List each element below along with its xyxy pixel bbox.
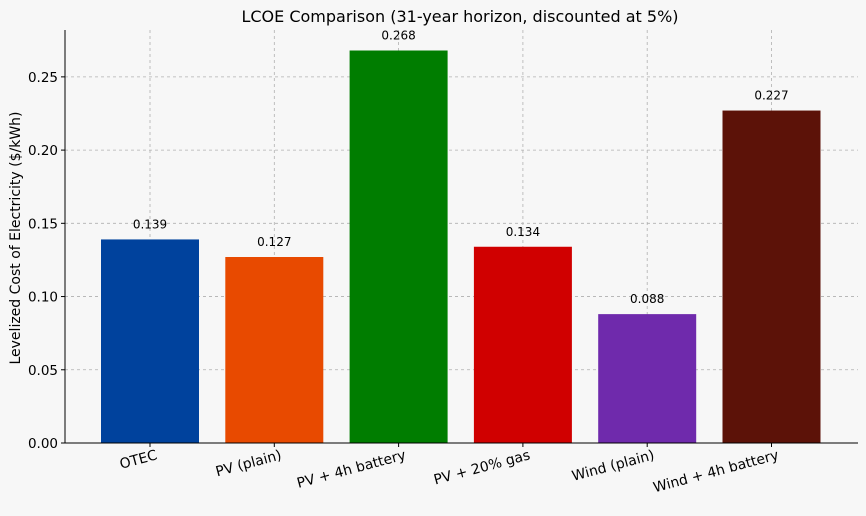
x-tick-labels: OTEC PV (plain) PV + 4h battery PV + 20% ga… bbox=[118, 447, 781, 496]
data-label: 0.127 bbox=[257, 235, 291, 249]
x-tick-label: PV (plain) bbox=[214, 447, 283, 480]
x-tick-label: Wind + 4h battery bbox=[652, 447, 781, 496]
bar-wind-4h-battery bbox=[722, 110, 821, 443]
y-tick-label: 0.10 bbox=[28, 290, 58, 306]
y-tick-label: 0.05 bbox=[28, 363, 58, 379]
data-label: 0.227 bbox=[754, 89, 788, 103]
bar-pv-plain bbox=[225, 257, 324, 443]
y-tick-labels: 0.00 0.05 0.10 0.15 0.20 0.25 bbox=[28, 70, 58, 452]
chart-title: LCOE Comparison (31-year horizon, discou… bbox=[241, 7, 678, 26]
y-tick-label: 0.25 bbox=[28, 70, 58, 86]
bar-pv-20-gas bbox=[473, 246, 572, 443]
x-tick-label: PV + 20% gas bbox=[432, 447, 532, 488]
data-label: 0.088 bbox=[630, 292, 664, 306]
bar-otec bbox=[101, 239, 199, 443]
axes bbox=[61, 30, 858, 447]
data-label: 0.139 bbox=[133, 217, 167, 231]
data-label: 0.134 bbox=[506, 225, 540, 239]
bar-wind-plain bbox=[598, 314, 697, 443]
x-tick-label: OTEC bbox=[118, 447, 159, 472]
data-label: 0.268 bbox=[381, 29, 415, 43]
bar-pv-4h-battery bbox=[349, 50, 448, 444]
y-tick-label: 0.20 bbox=[28, 143, 58, 159]
y-axis-label: Levelized Cost of Electricity ($/kWh) bbox=[8, 111, 24, 364]
x-tick-label: PV + 4h battery bbox=[295, 447, 407, 491]
bars bbox=[101, 50, 821, 444]
y-tick-label: 0.00 bbox=[28, 436, 58, 452]
data-labels: 0.139 0.127 0.268 0.134 0.088 0.227 bbox=[133, 29, 789, 307]
x-tick-label: Wind (plain) bbox=[570, 447, 656, 484]
y-tick-label: 0.15 bbox=[28, 216, 58, 232]
